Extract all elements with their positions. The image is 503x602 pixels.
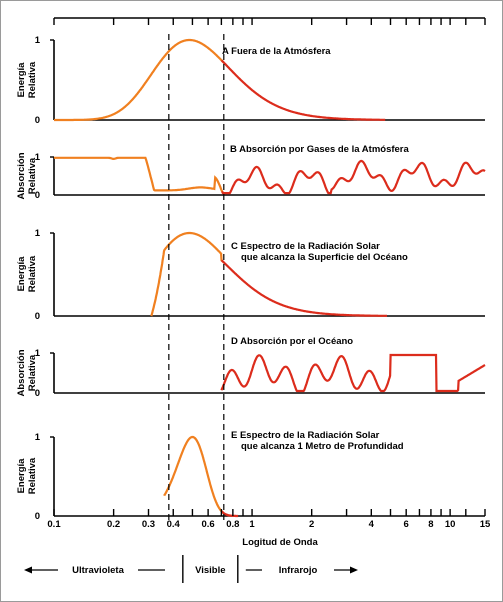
panel-curve-infrared <box>221 159 486 195</box>
x-tick-label: 0.2 <box>107 519 120 530</box>
uv-band-label: Ultravioleta <box>72 565 124 576</box>
panel-title: C Espectro de la Radiación Solar que alca… <box>231 241 408 263</box>
panel-ylabel-line: Relativa <box>27 255 38 292</box>
panel-ytick-top: 1 <box>35 348 41 359</box>
panel-c: 1 0 EnergíaRelativa C Espectro de la Radiac… <box>16 228 485 322</box>
x-tick-label: 8 <box>428 519 433 530</box>
panel-title-line: B Absorción por Gases de la Atmósfera <box>230 144 410 155</box>
panel-curve-uv-visible <box>54 156 224 194</box>
panel-ylabel-line: Relativa <box>27 61 38 98</box>
panel-ylabel-line: Relativa <box>27 457 38 494</box>
panel-title: D Absorción por el Océano <box>231 336 353 347</box>
panel-ytick-top: 1 <box>35 228 41 239</box>
uv-label-bg <box>58 562 138 576</box>
spectral-band-legend: Ultravioleta Visible Infrarojo <box>24 555 358 583</box>
panel-ytick-top: 1 <box>35 35 41 46</box>
panel-ytick-bottom: 0 <box>35 388 40 399</box>
x-tick-label: 0.8 <box>226 519 239 530</box>
panel-ytick-top: 1 <box>35 432 41 443</box>
panel-ylabel-line: Relativa <box>27 354 38 391</box>
panel-ylabel-line: Relativa <box>27 157 38 194</box>
panel-curve-uv-visible <box>150 231 225 317</box>
x-tick-label: 0.6 <box>202 519 215 530</box>
panel-title-line: C Espectro de la Radiación Solar <box>231 241 380 252</box>
x-axis-label: Logitud de Onda <box>242 537 318 548</box>
panel-curve-infrared <box>220 510 239 518</box>
x-tick-label: 6 <box>404 519 409 530</box>
panel-title-line: A Fuera de la Atmósfera <box>222 46 331 57</box>
x-tick-label: 0.1 <box>47 519 61 530</box>
x-tick-label: 4 <box>369 519 375 530</box>
visible-band-lines <box>168 34 225 521</box>
panel-ytick-bottom: 0 <box>35 511 40 522</box>
panel-title-line: D Absorción por el Océano <box>231 336 353 347</box>
visible-band-label: Visible <box>195 565 225 576</box>
panel-ylabel-line: Energía <box>16 62 27 98</box>
panel-ylabel-line: Energía <box>16 458 27 494</box>
ir-arrow-head <box>350 566 358 574</box>
bottom-wavelength-axis: 0.1 0.2 0.3 0.4 0.6 0.8 1 2 4 6 8 10 15 Logitud de On… <box>47 509 491 548</box>
panel-curve-infrared <box>220 259 387 317</box>
panel-title-line: que alcanza 1 Metro de Profundidad <box>241 441 404 452</box>
panel-ylabel: EnergíaRelativa <box>16 255 38 292</box>
x-tick-label: 15 <box>480 519 491 530</box>
x-tick-label: 0.3 <box>142 519 155 530</box>
ir-label-bg <box>262 562 334 576</box>
panel-e: 1 0 EnergíaRelativa E Espectro de la Radiac… <box>16 430 485 522</box>
panel-ylabel-line: Absorción <box>16 152 27 199</box>
panel-ytick-bottom: 0 <box>35 115 40 126</box>
x-tick-label: 10 <box>445 519 456 530</box>
x-tick-label: 1 <box>249 519 255 530</box>
panel-ytick-bottom: 0 <box>35 190 40 201</box>
panel-ylabel-line: Energía <box>16 256 27 292</box>
panel-ylabel: EnergíaRelativa <box>16 457 38 494</box>
panel-ytick-top: 1 <box>35 152 41 163</box>
x-tick-label: 2 <box>309 519 314 530</box>
panel-ytick-bottom: 0 <box>35 311 40 322</box>
panel-ylabel: EnergíaRelativa <box>16 61 38 98</box>
ir-band-label: Infrarojo <box>279 565 318 576</box>
panel-ylabel: AbsorciónRelativa <box>16 152 38 199</box>
x-tick-label: 0.4 <box>167 519 181 530</box>
panel-curve-uv-visible <box>54 38 225 122</box>
panel-curve-infrared <box>220 59 386 121</box>
panel-curve-infrared <box>220 353 486 393</box>
panel-ylabel-line: Absorción <box>16 349 27 396</box>
panel-title-line: que alcanza la Superficie del Océano <box>241 252 408 263</box>
panel-title: B Absorción por Gases de la Atmósfera <box>230 144 410 155</box>
uv-arrow-head <box>24 566 32 574</box>
panel-curve-uv-visible <box>163 435 225 515</box>
panel-a: 1 0 EnergíaRelativa A Fuera de la Atmósfera <box>16 35 485 126</box>
panel-ylabel: AbsorciónRelativa <box>16 349 38 396</box>
panel-title-line: E Espectro de la Radiación Solar <box>231 430 380 441</box>
top-wavelength-axis <box>53 17 486 25</box>
panel-title: A Fuera de la Atmósfera <box>222 46 331 57</box>
panel-title: E Espectro de la Radiación Solar que alca… <box>231 430 404 452</box>
